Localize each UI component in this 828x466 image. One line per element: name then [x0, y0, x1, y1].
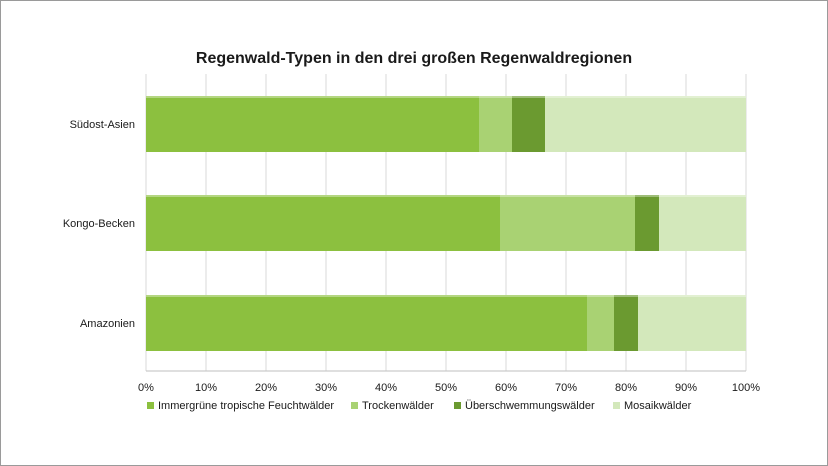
- legend-label: Immergrüne tropische Feuchtwälder: [158, 400, 334, 412]
- legend-swatch: [454, 402, 461, 409]
- bar-segment: [512, 96, 545, 152]
- bar-highlight: [587, 295, 614, 297]
- legend-label: Trockenwälder: [362, 400, 434, 412]
- bar-highlight: [146, 295, 587, 297]
- x-tick-label: 100%: [732, 382, 760, 394]
- x-tick-label: 50%: [435, 382, 457, 394]
- x-tick-label: 80%: [615, 382, 637, 394]
- bar-highlight: [512, 96, 545, 98]
- bar-highlight: [479, 96, 512, 98]
- legend: Immergrüne tropische Feuchtwälder Trocken…: [147, 400, 692, 412]
- bar-highlight: [614, 295, 638, 297]
- bars: [146, 96, 746, 351]
- legend-label: Mosaikwälder: [624, 400, 692, 412]
- x-tick-label: 90%: [675, 382, 697, 394]
- bar-segment: [587, 295, 614, 351]
- x-axis-ticks: 0% 10% 20% 30% 40% 50% 60% 70% 80% 90% 100%: [138, 382, 760, 394]
- x-tick-label: 70%: [555, 382, 577, 394]
- bar-highlight: [638, 295, 746, 297]
- bar-highlight: [146, 96, 479, 98]
- bar-segment: [659, 195, 746, 251]
- chart-title: Regenwald-Typen in den drei großen Regen…: [196, 50, 632, 67]
- legend-label: Überschwemmungswälder: [465, 400, 595, 412]
- legend-swatch: [613, 402, 620, 409]
- bar-segment: [635, 195, 659, 251]
- bar-segment: [146, 295, 587, 351]
- x-tick-label: 0%: [138, 382, 154, 394]
- category-label: Kongo-Becken: [63, 218, 135, 230]
- bar-segment: [545, 96, 746, 152]
- bar-segment: [638, 295, 746, 351]
- legend-swatch: [147, 402, 154, 409]
- bar-highlight: [659, 195, 746, 197]
- x-tick-label: 30%: [315, 382, 337, 394]
- bar-segment: [146, 195, 500, 251]
- bar-highlight: [500, 195, 635, 197]
- legend-swatch: [351, 402, 358, 409]
- x-tick-label: 10%: [195, 382, 217, 394]
- bar-segment: [146, 96, 479, 152]
- bar-highlight: [635, 195, 659, 197]
- x-tick-label: 40%: [375, 382, 397, 394]
- bar-highlight: [545, 96, 746, 98]
- bar-highlight: [146, 195, 500, 197]
- bar-segment: [614, 295, 638, 351]
- x-tick-label: 20%: [255, 382, 277, 394]
- category-label: Südost-Asien: [70, 119, 135, 131]
- category-label: Amazonien: [80, 318, 135, 330]
- category-labels: Südost-Asien Kongo-Becken Amazonien: [63, 119, 135, 330]
- x-tick-label: 60%: [495, 382, 517, 394]
- bar-segment: [479, 96, 512, 152]
- bar-segment: [500, 195, 635, 251]
